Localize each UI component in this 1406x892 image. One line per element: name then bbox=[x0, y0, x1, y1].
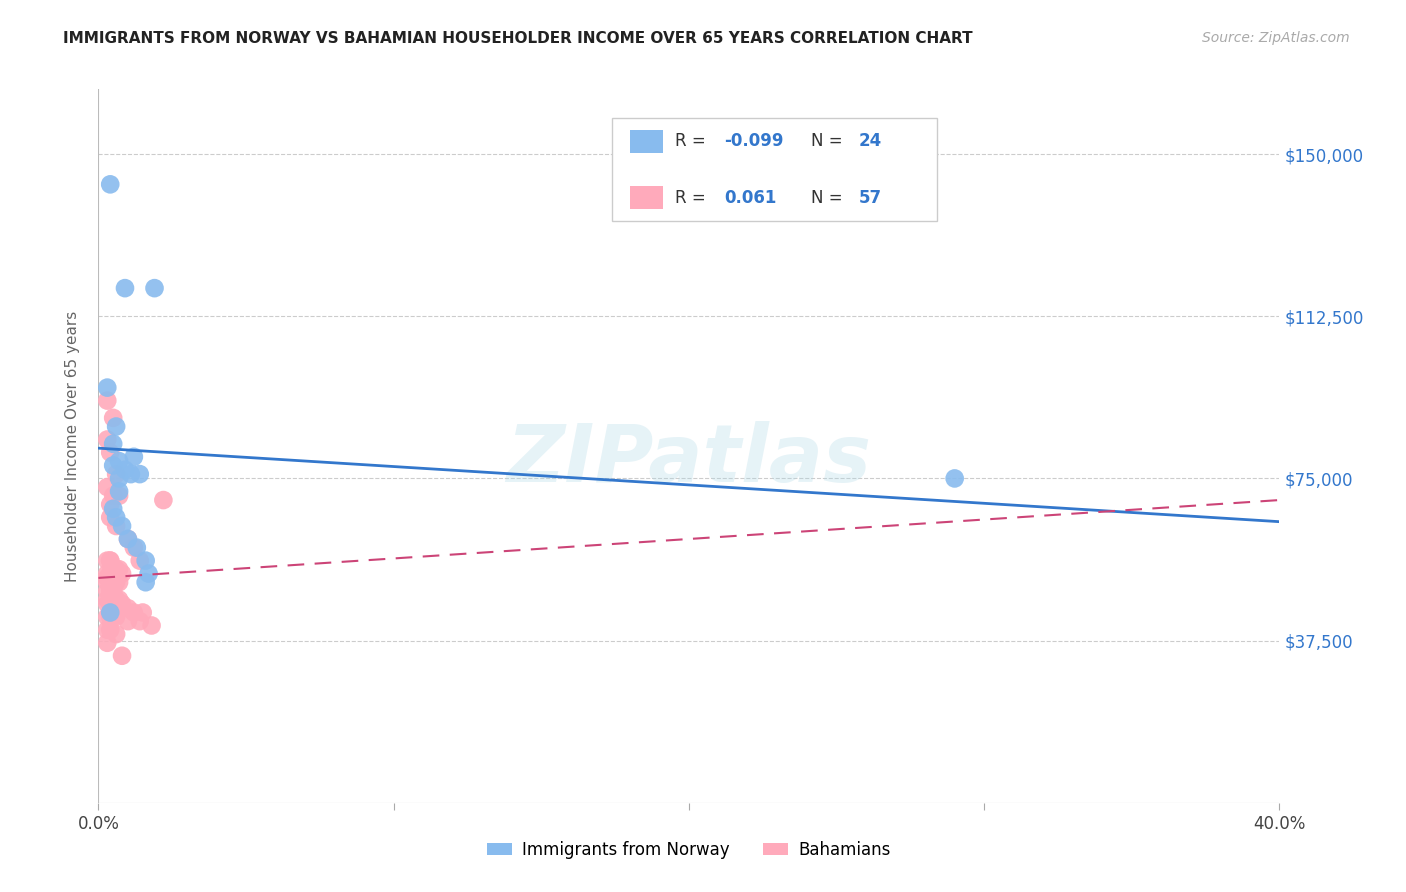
Point bbox=[103, 458, 125, 473]
Point bbox=[105, 592, 128, 607]
Point bbox=[96, 592, 118, 607]
Point bbox=[111, 519, 134, 533]
Point bbox=[108, 484, 131, 499]
Point bbox=[98, 583, 121, 598]
Point bbox=[96, 566, 118, 581]
Point bbox=[96, 583, 118, 598]
Point bbox=[96, 571, 118, 585]
Point bbox=[122, 450, 145, 464]
Text: IMMIGRANTS FROM NORWAY VS BAHAMIAN HOUSEHOLDER INCOME OVER 65 YEARS CORRELATION : IMMIGRANTS FROM NORWAY VS BAHAMIAN HOUSE… bbox=[63, 31, 973, 46]
Bar bbox=[630, 186, 664, 209]
FancyBboxPatch shape bbox=[612, 118, 936, 221]
Point bbox=[98, 606, 121, 620]
Point bbox=[98, 553, 121, 567]
Point bbox=[96, 553, 118, 567]
Point bbox=[152, 493, 174, 508]
Point bbox=[96, 433, 118, 447]
Point bbox=[96, 597, 118, 611]
Text: Source: ZipAtlas.com: Source: ZipAtlas.com bbox=[1202, 31, 1350, 45]
Point bbox=[105, 627, 128, 641]
Point bbox=[105, 601, 128, 615]
Point bbox=[96, 623, 118, 637]
Point bbox=[105, 510, 128, 524]
Point bbox=[114, 281, 136, 295]
Point bbox=[132, 606, 155, 620]
Point bbox=[128, 467, 150, 482]
Point bbox=[98, 566, 121, 581]
Text: N =: N = bbox=[811, 132, 848, 150]
Legend: Immigrants from Norway, Bahamians: Immigrants from Norway, Bahamians bbox=[481, 835, 897, 866]
Point bbox=[105, 419, 128, 434]
Point bbox=[98, 610, 121, 624]
Point bbox=[128, 553, 150, 567]
Point bbox=[96, 636, 118, 650]
Point bbox=[141, 618, 163, 632]
Point bbox=[96, 610, 118, 624]
Point bbox=[105, 610, 128, 624]
Point bbox=[103, 410, 125, 425]
Text: R =: R = bbox=[675, 132, 711, 150]
Point bbox=[108, 489, 131, 503]
Point bbox=[125, 541, 148, 555]
Point bbox=[103, 489, 125, 503]
Point bbox=[117, 532, 139, 546]
Text: -0.099: -0.099 bbox=[724, 132, 785, 150]
Point bbox=[108, 471, 131, 485]
Point bbox=[98, 497, 121, 511]
Point bbox=[128, 614, 150, 628]
Point bbox=[105, 575, 128, 590]
Point bbox=[108, 575, 131, 590]
Point bbox=[98, 445, 121, 459]
Point bbox=[98, 597, 121, 611]
Y-axis label: Householder Income Over 65 years: Householder Income Over 65 years bbox=[65, 310, 80, 582]
Point bbox=[117, 532, 139, 546]
Point bbox=[105, 562, 128, 576]
Point bbox=[108, 454, 131, 468]
Text: R =: R = bbox=[675, 189, 716, 207]
Point bbox=[120, 467, 142, 482]
Point bbox=[117, 601, 139, 615]
Text: 24: 24 bbox=[859, 132, 882, 150]
Point bbox=[111, 597, 134, 611]
Point bbox=[122, 541, 145, 555]
Point bbox=[103, 575, 125, 590]
Bar bbox=[630, 130, 664, 153]
Point bbox=[108, 592, 131, 607]
Point bbox=[103, 566, 125, 581]
Point bbox=[114, 463, 136, 477]
Point bbox=[96, 480, 118, 494]
Point bbox=[103, 583, 125, 598]
Point bbox=[98, 592, 121, 607]
Point bbox=[135, 575, 157, 590]
Point bbox=[98, 575, 121, 590]
Point bbox=[108, 562, 131, 576]
Point bbox=[135, 553, 157, 567]
Point bbox=[98, 510, 121, 524]
Point bbox=[96, 575, 118, 590]
Point bbox=[105, 519, 128, 533]
Point bbox=[138, 566, 160, 581]
Point bbox=[943, 471, 966, 485]
Point bbox=[117, 614, 139, 628]
Point bbox=[111, 648, 134, 663]
Point bbox=[103, 610, 125, 624]
Text: N =: N = bbox=[811, 189, 848, 207]
Text: 0.061: 0.061 bbox=[724, 189, 776, 207]
Point bbox=[96, 381, 118, 395]
Point bbox=[98, 178, 121, 192]
Point bbox=[122, 606, 145, 620]
Point bbox=[103, 501, 125, 516]
Point bbox=[98, 553, 121, 567]
Text: ZIPatlas: ZIPatlas bbox=[506, 421, 872, 500]
Point bbox=[111, 566, 134, 581]
Point bbox=[98, 623, 121, 637]
Point bbox=[103, 437, 125, 451]
Text: 57: 57 bbox=[859, 189, 882, 207]
Point bbox=[105, 467, 128, 482]
Point bbox=[143, 281, 166, 295]
Point bbox=[96, 393, 118, 408]
Point bbox=[111, 601, 134, 615]
